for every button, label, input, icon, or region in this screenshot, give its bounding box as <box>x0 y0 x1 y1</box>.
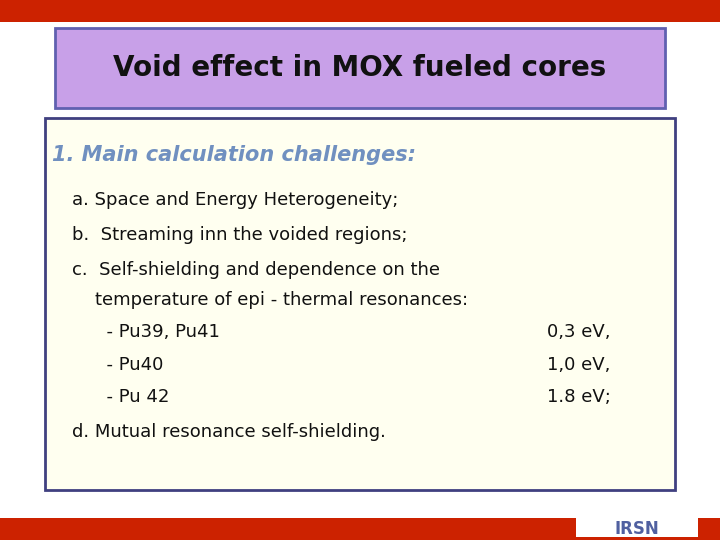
Text: Void effect in MOX fueled cores: Void effect in MOX fueled cores <box>113 54 607 82</box>
Text: b.  Streaming inn the voided regions;: b. Streaming inn the voided regions; <box>72 226 408 244</box>
Text: IRSN: IRSN <box>615 520 660 538</box>
Text: 1.8 eV;: 1.8 eV; <box>547 388 611 406</box>
Bar <box>576 518 698 537</box>
FancyBboxPatch shape <box>55 28 665 108</box>
Bar <box>0 0 720 22</box>
Text: temperature of epi - thermal resonances:: temperature of epi - thermal resonances: <box>72 291 468 309</box>
Text: 0,3 eV,: 0,3 eV, <box>547 323 611 341</box>
Text: d. Mutual resonance self-shielding.: d. Mutual resonance self-shielding. <box>72 423 386 441</box>
Text: - Pu40: - Pu40 <box>72 355 163 374</box>
FancyBboxPatch shape <box>45 118 675 490</box>
Text: a. Space and Energy Heterogeneity;: a. Space and Energy Heterogeneity; <box>72 191 398 209</box>
Text: 1. Main calculation challenges:: 1. Main calculation challenges: <box>52 145 416 165</box>
Text: - Pu39, Pu41: - Pu39, Pu41 <box>72 323 220 341</box>
Text: 1,0 eV,: 1,0 eV, <box>547 355 611 374</box>
Bar <box>0 518 720 540</box>
Text: c.  Self-shielding and dependence on the: c. Self-shielding and dependence on the <box>72 261 440 279</box>
Text: - Pu 42: - Pu 42 <box>72 388 169 406</box>
